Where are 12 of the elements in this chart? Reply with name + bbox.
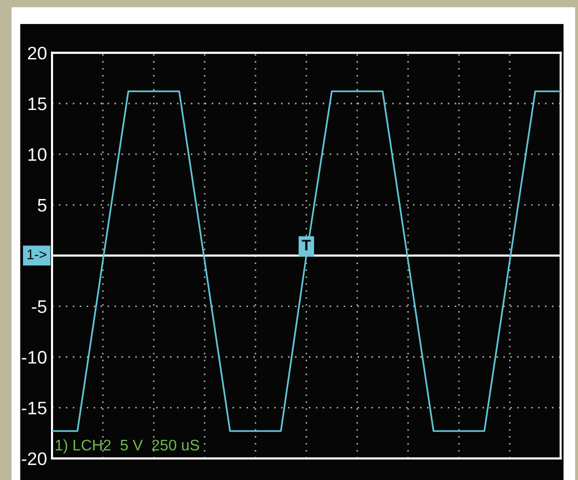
- line-series: [52, 90, 561, 432]
- annotation: 1) LCH2 5 V 250 uS: [56, 439, 200, 454]
- y-tick-label: -15: [22, 402, 46, 414]
- y-tick-label: -5: [32, 300, 46, 314]
- y-tick-label: 20: [28, 46, 46, 60]
- y-tick-label: 15: [28, 98, 46, 110]
- y-tick-label: -10: [22, 350, 46, 364]
- y-tick-label: 5: [38, 199, 46, 212]
- annotation: T: [302, 240, 311, 250]
- annotation: 1->: [28, 250, 46, 260]
- y-tick-label: 10: [28, 148, 46, 161]
- y-tick-label: -20: [22, 452, 46, 466]
